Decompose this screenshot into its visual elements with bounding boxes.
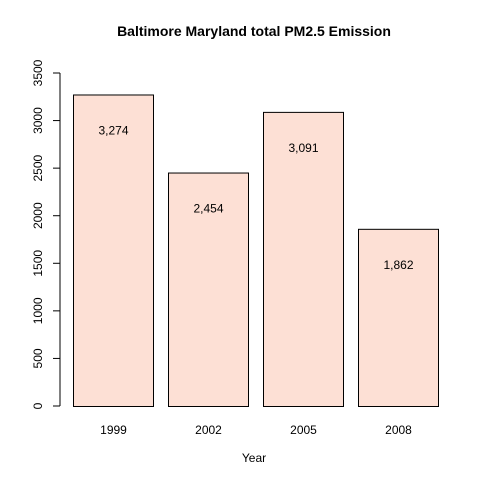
value-labels-group: 3,274 2,454 3,091 1,862 (98, 123, 413, 271)
bar-value-label-2002: 2,454 (193, 202, 223, 216)
bars-group (73, 94, 439, 407)
y-tick-label: 2500 (31, 154, 45, 181)
y-tick-label: 3500 (31, 59, 45, 86)
x-tick-label-1999: 1999 (100, 423, 127, 437)
y-axis: 0 500 1000 1500 2000 2500 3000 3500 (31, 59, 61, 409)
chart-title: Baltimore Maryland total PM2.5 Emission (117, 23, 391, 39)
x-tick-label-2002: 2002 (195, 423, 222, 437)
x-axis-title: Year (242, 451, 266, 465)
bar-value-label-2008: 1,862 (383, 258, 413, 272)
x-tick-label-2005: 2005 (290, 423, 317, 437)
x-tick-label-2008: 2008 (385, 423, 412, 437)
y-tick-label: 1000 (31, 297, 45, 324)
y-tick-label: 2000 (31, 202, 45, 229)
bar-2002 (168, 172, 249, 407)
bar-2008 (358, 228, 439, 407)
x-axis-labels-group: 1999 2002 2005 2008 (100, 423, 412, 437)
bar-value-label-2005: 3,091 (288, 141, 318, 155)
bar-1999 (73, 94, 154, 407)
bar-2005 (263, 111, 344, 407)
y-tick-label: 500 (31, 348, 45, 368)
y-tick-label: 1500 (31, 250, 45, 277)
bar-value-label-1999: 3,274 (98, 123, 128, 137)
y-tick-label: 3000 (31, 107, 45, 134)
y-tick-label: 0 (31, 402, 45, 409)
